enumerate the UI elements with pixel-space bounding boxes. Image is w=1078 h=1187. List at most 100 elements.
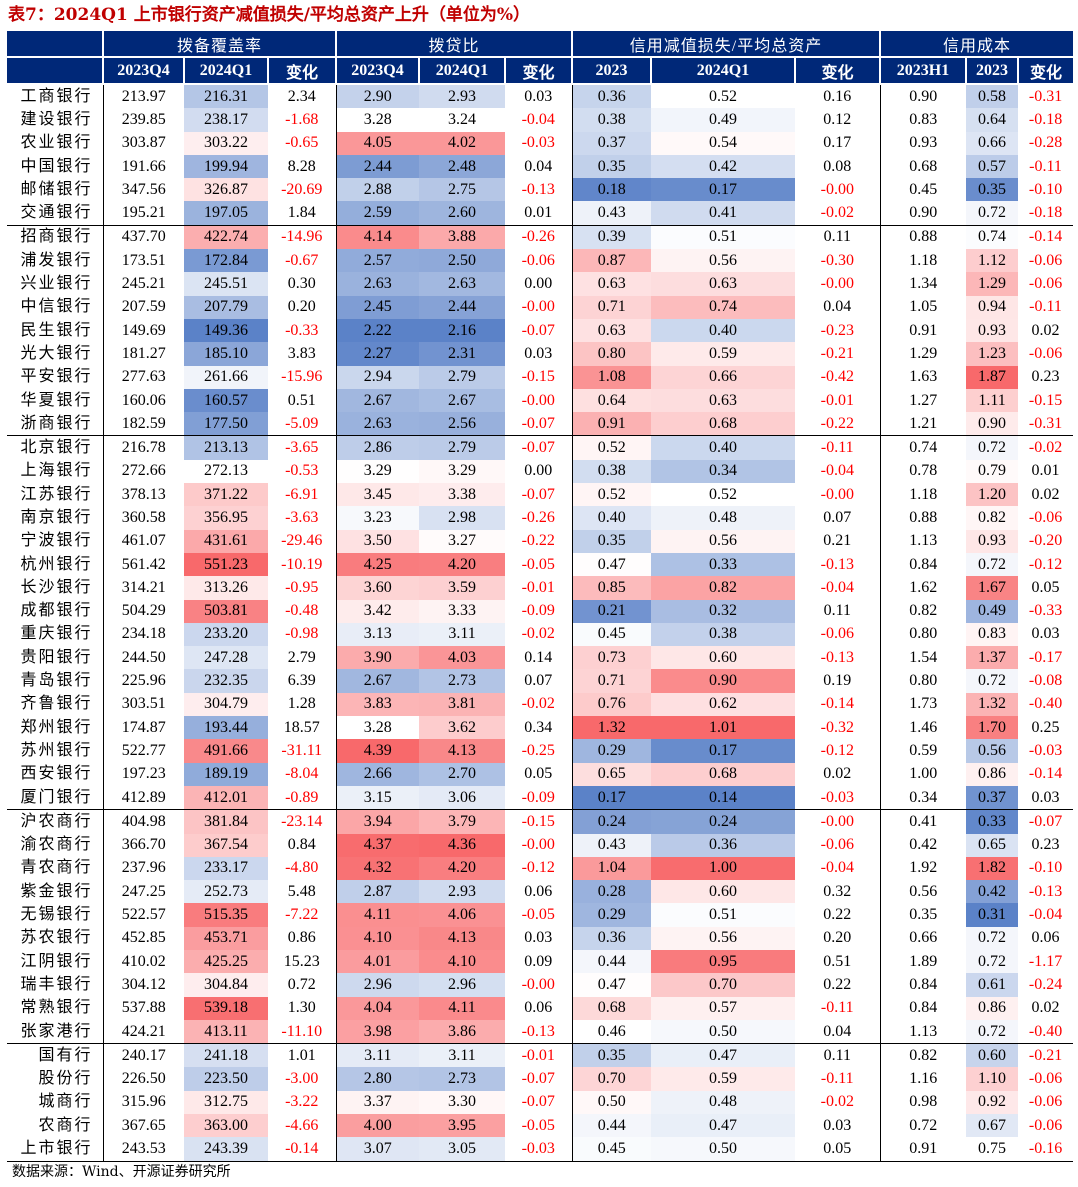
- value-cell: -0.42: [820, 368, 854, 386]
- table-row: 常熟银行 537.88 539.18 1.30 4.04 4.11 0.06 0.68 0.57…: [7, 996, 1073, 1020]
- value-cell: 0.49: [966, 599, 1019, 623]
- value-cell: 3.88: [419, 225, 506, 250]
- value-cell: -0.67: [285, 251, 319, 269]
- value-cell: -0.07: [521, 439, 555, 457]
- value-cell: 0.47: [571, 973, 652, 997]
- value-cell: -0.06: [1028, 508, 1063, 526]
- value-cell: 2.63: [419, 272, 506, 296]
- value-cell: -0.40: [1018, 1019, 1074, 1045]
- value-cell: -0.33: [1028, 602, 1063, 620]
- table-row: 平安银行 277.63 261.66 -15.96 2.94 2.79 -0.15 1.08 0…: [7, 365, 1073, 389]
- value-cell: 3.45: [335, 483, 420, 507]
- value-cell: 0.32: [651, 599, 796, 623]
- table-row: 重庆银行 234.18 233.20 -0.98 3.13 3.11 -0.02 0.45 0.…: [7, 622, 1073, 647]
- value-cell: 303.51: [102, 692, 184, 717]
- value-cell: 422.74: [184, 225, 268, 250]
- group-header-provision-loan: 拨贷比: [335, 31, 573, 58]
- value-cell: -0.02: [820, 1093, 854, 1111]
- value-cell: 3.50: [335, 529, 420, 553]
- value-cell: 303.22: [184, 131, 268, 155]
- value-cell: 172.84: [184, 249, 268, 273]
- table-row: 南京银行 360.58 356.95 -3.63 3.23 2.98 -0.26 0.40 0.…: [7, 506, 1073, 530]
- value-cell: 1.13: [879, 1019, 967, 1045]
- value-cell: 1.12: [966, 249, 1019, 273]
- table-row: 股份行 226.50 223.50 -3.00 2.80 2.73 -0.07 0.70 0.5…: [7, 1067, 1073, 1091]
- value-cell: 0.23: [1031, 368, 1060, 386]
- value-cell: 0.91: [879, 318, 967, 343]
- value-cell: 0.00: [524, 275, 553, 293]
- value-cell: -0.11: [820, 439, 854, 457]
- value-cell: 261.66: [184, 365, 268, 389]
- value-cell: 244.50: [102, 646, 184, 670]
- value-cell: 424.21: [102, 1019, 184, 1045]
- table-row: 中国银行 191.66 199.94 8.28 2.44 2.48 0.04 0.35 0.42…: [7, 154, 1073, 179]
- value-cell: 3.29: [335, 459, 420, 484]
- value-cell: -3.00: [285, 1070, 319, 1088]
- table-row: 长沙银行 314.21 313.26 -0.95 3.60 3.59 -0.01 0.85 0.…: [7, 576, 1073, 600]
- value-cell: -0.15: [521, 368, 555, 386]
- value-cell: -4.66: [285, 1116, 319, 1134]
- value-cell: 0.28: [571, 880, 652, 904]
- bank-name-cell: 重庆银行: [20, 625, 93, 643]
- value-cell: 504.29: [102, 599, 184, 623]
- value-cell: 0.72: [966, 201, 1019, 226]
- value-cell: 0.59: [651, 1067, 796, 1091]
- value-cell: 0.17: [571, 785, 652, 811]
- value-cell: 0.51: [651, 903, 796, 927]
- value-cell: -8.04: [285, 765, 319, 783]
- bank-name-cell: 邮储银行: [20, 180, 93, 198]
- value-cell: 213.97: [102, 84, 184, 109]
- value-cell: 0.82: [879, 599, 967, 623]
- value-cell: -0.06: [1028, 344, 1063, 362]
- table-row: 青农商行 237.96 233.17 -4.80 4.32 4.20 -0.12 1.04 1.…: [7, 856, 1073, 881]
- value-cell: -0.04: [820, 859, 854, 877]
- value-cell: 0.92: [966, 1090, 1019, 1115]
- value-cell: 1.28: [287, 695, 316, 713]
- bank-name-cell: 华夏银行: [20, 391, 93, 409]
- value-cell: 0.63: [571, 318, 652, 343]
- value-cell: 0.03: [823, 1116, 852, 1134]
- value-cell: 1.20: [966, 483, 1019, 507]
- value-cell: 1.13: [879, 529, 967, 553]
- bank-name-cell: 厦门银行: [7, 785, 103, 811]
- value-cell: -0.11: [1029, 157, 1062, 175]
- value-cell: -0.04: [820, 462, 854, 480]
- value-cell: 0.65: [966, 833, 1019, 857]
- value-cell: 0.06: [1031, 929, 1060, 947]
- value-cell: 0.52: [651, 84, 796, 109]
- value-cell: 197.05: [184, 201, 268, 226]
- value-cell: 3.79: [419, 809, 506, 834]
- value-cell: 4.03: [419, 646, 506, 670]
- value-cell: 3.28: [335, 108, 420, 132]
- value-cell: 149.69: [102, 318, 184, 343]
- value-cell: 461.07: [102, 529, 184, 553]
- value-cell: 1.67: [966, 576, 1019, 600]
- value-cell: 3.13: [335, 622, 420, 647]
- value-cell: -0.11: [820, 1070, 854, 1088]
- bank-name-cell: 成都银行: [20, 602, 93, 620]
- value-cell: 0.06: [524, 999, 553, 1017]
- bank-name-cell: 北京银行: [20, 439, 93, 457]
- value-cell: 2.44: [335, 154, 420, 179]
- value-cell: 2.45: [335, 295, 420, 319]
- value-cell: 0.90: [651, 669, 796, 693]
- value-cell: 0.36: [651, 833, 796, 857]
- value-cell: 522.57: [102, 903, 184, 927]
- value-cell: 0.38: [651, 622, 796, 647]
- value-cell: 0.46: [571, 1019, 652, 1045]
- value-cell: 3.94: [335, 809, 420, 834]
- value-cell: 3.27: [419, 529, 506, 553]
- value-cell: 0.45: [879, 178, 967, 202]
- value-cell: 4.05: [335, 131, 420, 155]
- value-cell: 0.48: [651, 506, 796, 530]
- value-cell: -0.12: [820, 741, 854, 759]
- value-cell: 2.73: [419, 669, 506, 693]
- value-cell: 189.19: [184, 762, 268, 786]
- value-cell: 0.38: [571, 459, 652, 484]
- value-cell: -4.80: [285, 859, 319, 877]
- value-cell: 199.94: [184, 154, 268, 179]
- value-cell: -3.63: [285, 508, 319, 526]
- value-cell: 0.14: [651, 785, 796, 811]
- value-cell: 241.18: [184, 1043, 268, 1068]
- value-cell: -0.26: [521, 508, 555, 526]
